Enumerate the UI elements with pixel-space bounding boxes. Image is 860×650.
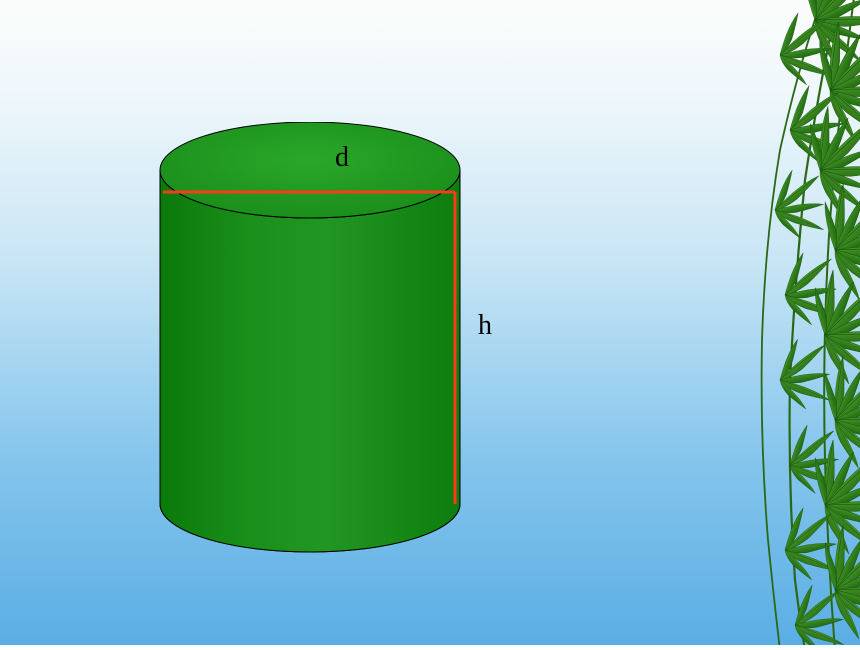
cylinder-diagram	[155, 122, 475, 562]
bamboo-svg	[640, 0, 860, 645]
label-d: d	[335, 142, 349, 174]
cylinder-svg	[155, 122, 475, 562]
bamboo-decoration	[640, 0, 860, 645]
cylinder-top	[160, 122, 460, 218]
label-h: h	[478, 310, 492, 342]
cylinder-side	[160, 170, 460, 552]
